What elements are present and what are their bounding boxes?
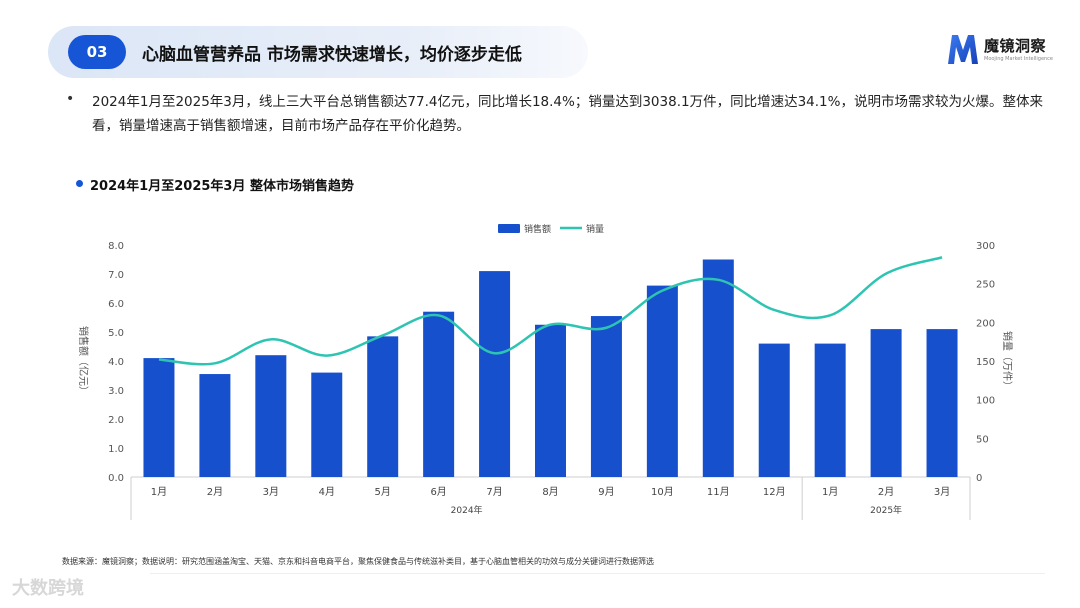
logo-subtitle: Moojing Market Intelligence: [984, 56, 1054, 62]
bar-sales: [479, 271, 511, 477]
x-tick-label: 11月: [707, 486, 730, 498]
watermark-divider: [150, 573, 1045, 574]
y-left-tick-label: 7.0: [108, 270, 124, 281]
y-left-tick-label: 4.0: [108, 357, 124, 368]
x-tick-label: 1月: [151, 486, 167, 498]
x-tick-label: 3月: [263, 486, 279, 498]
x-tick-label: 5月: [375, 486, 391, 498]
bar-sales: [199, 374, 231, 477]
x-tick-label: 3月: [934, 486, 950, 498]
brand-logo: 魔镜洞察 Moojing Market Intelligence: [946, 32, 1056, 68]
bar-sales: [646, 285, 678, 477]
bar-sales: [143, 358, 175, 477]
section-number-badge: 03: [68, 35, 126, 69]
chart-title-dot-icon: [76, 180, 83, 187]
x-tick-label: 1月: [822, 486, 838, 498]
x-tick-label: 10月: [651, 486, 674, 498]
x-tick-label: 12月: [763, 486, 786, 498]
page-title: 心脑血管营养品 市场需求快速增长，均价逐步走低: [142, 45, 522, 65]
bullet-dot-icon: •: [66, 91, 75, 107]
y-left-axis-title: 销售额（亿元）: [77, 326, 90, 396]
y-left-tick-label: 1.0: [108, 444, 124, 455]
data-source-footnote: 数据来源：魔镜洞察；数据说明：研究范围涵盖淘宝、天猫、京东和抖音电商平台，聚焦保…: [62, 557, 654, 566]
x-tick-label: 9月: [598, 486, 614, 498]
moojing-m-logo-icon: [948, 35, 978, 64]
x-group-label: 2025年: [870, 504, 902, 516]
y-right-tick-label: 200: [976, 318, 995, 329]
y-right-tick-label: 150: [976, 357, 995, 368]
bar-sales: [870, 329, 902, 477]
x-tick-label: 4月: [319, 486, 335, 498]
line-volume: [158, 256, 943, 366]
legend-label: 销售额: [524, 223, 551, 235]
x-group-label: 2024年: [451, 504, 483, 516]
bar-sales: [814, 343, 846, 477]
y-left-tick-label: 6.0: [108, 299, 124, 310]
y-right-tick-label: 300: [976, 241, 995, 252]
x-tick-label: 2月: [207, 486, 223, 498]
y-left-tick-label: 5.0: [108, 328, 124, 339]
bar-sales: [255, 355, 287, 477]
summary-text: 2024年1月至2025年3月，线上三大平台总销售额达77.4亿元，同比增长18…: [92, 94, 1043, 134]
bar-sales: [311, 372, 343, 477]
y-right-tick-label: 100: [976, 396, 995, 407]
legend-swatch-sales: [498, 224, 520, 233]
bar-sales: [367, 336, 399, 477]
y-left-tick-label: 0.0: [108, 473, 124, 484]
bar-sales: [702, 259, 734, 477]
y-right-tick-label: 0: [976, 473, 982, 484]
chart-title: 2024年1月至2025年3月 整体市场销售趋势: [90, 179, 354, 194]
y-left-tick-label: 8.0: [108, 241, 124, 252]
bar-sales: [535, 324, 566, 477]
bar-sales: [926, 329, 958, 477]
x-tick-label: 7月: [486, 486, 502, 498]
x-tick-label: 2月: [878, 486, 894, 498]
bar-sales: [423, 311, 455, 477]
y-right-tick-label: 50: [976, 434, 989, 445]
logo-name: 魔镜洞察: [984, 37, 1047, 55]
x-tick-label: 6月: [430, 486, 446, 498]
legend-label: 销量: [586, 223, 604, 235]
y-right-tick-label: 250: [976, 280, 995, 291]
bar-sales: [758, 343, 790, 477]
y-left-tick-label: 2.0: [108, 415, 124, 426]
header-bar: [48, 26, 588, 78]
watermark: 大数跨境: [12, 578, 84, 599]
y-right-axis-title: 销量（万件）: [1001, 331, 1014, 391]
x-tick-label: 8月: [542, 486, 558, 498]
bar-sales: [590, 316, 622, 477]
y-left-tick-label: 3.0: [108, 386, 124, 397]
